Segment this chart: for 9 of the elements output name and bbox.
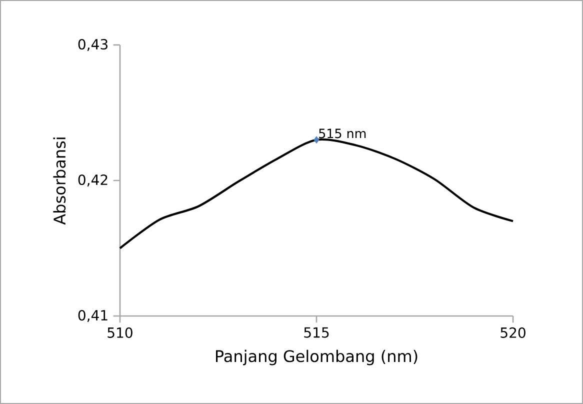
x-tick-label: 510: [108, 327, 132, 338]
x-axis-title: Panjang Gelombang (nm): [216, 350, 418, 366]
y-tick-label: 0,41: [78, 310, 108, 322]
x-tick-label: 515: [304, 327, 329, 338]
x-tick-label: 520: [500, 327, 526, 338]
annotation: 515 nm: [319, 128, 366, 138]
y-tick-label: 0,42: [78, 174, 108, 187]
y-axis-title: Absorbansi: [53, 138, 66, 225]
y-tick-label: 0,43: [78, 38, 108, 52]
